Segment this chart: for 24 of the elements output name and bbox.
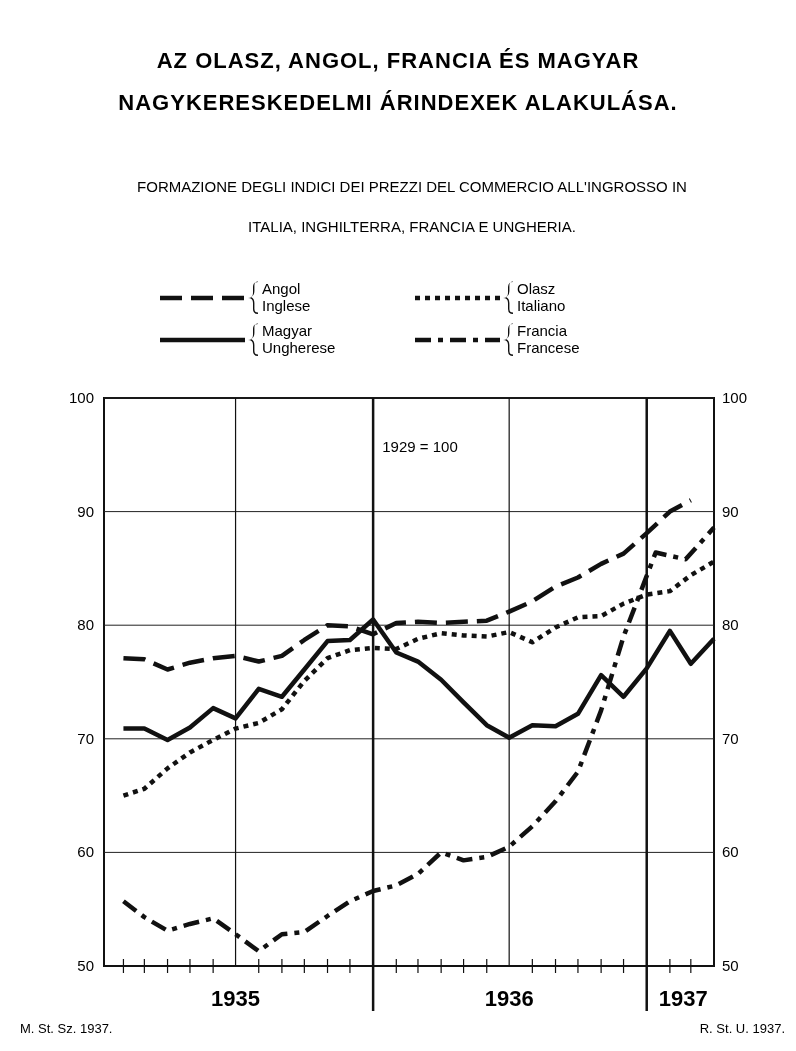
legend-label: Olasz Italiano: [517, 280, 566, 314]
y-tick-label: 50: [77, 957, 94, 974]
y-tick-label: 60: [77, 843, 94, 861]
y-tick-label: 90: [77, 502, 94, 520]
chart-title: AZ OLASZ, ANGOL, FRANCIA ÉS MAGYAR NAGYKERESKEDELMI ÁRINDEXEK ALAKULÁSA.: [118, 48, 678, 115]
legend-label: Angol Inglese: [262, 280, 311, 314]
text: M. St. Sz. 1937.: [20, 1021, 113, 1036]
y2-tick-label: 70: [722, 729, 739, 747]
y2-tick-label: 60: [722, 843, 739, 861]
legend-label: Magyar Ungherese: [262, 322, 336, 356]
y2-tick-label: 50: [722, 957, 739, 974]
y2-tick-label: 80: [722, 616, 739, 634]
legend-label: Francia Francese: [517, 322, 580, 356]
x-tick-label: 1937: [658, 986, 708, 1011]
y-tick-label: 80: [77, 616, 94, 634]
y2-tick-label: 100: [722, 389, 748, 406]
x-tick-label: 1936: [484, 986, 534, 1011]
annotation: 1929 = 100: [382, 438, 458, 455]
y2-tick-label: 90: [722, 502, 739, 520]
y-tick-label: 70: [77, 729, 94, 747]
x-tick-label: 1935: [211, 986, 261, 1011]
text: FORMAZIONE DEGLI INDICI DEI PREZZI DEL COMMERCIO ALL'INGROSSO IN ITALIA, INGHILTERRA, FRANCIA E UNGHERIA.: [137, 178, 687, 235]
text: R. St. U. 1937.: [699, 1021, 785, 1036]
y-tick-label: 100: [68, 389, 94, 406]
